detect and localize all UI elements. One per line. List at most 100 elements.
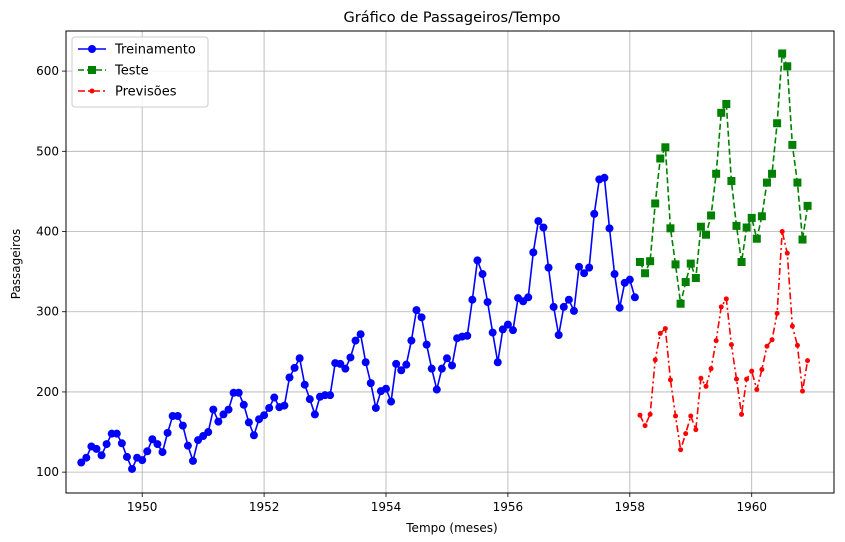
test-point bbox=[722, 99, 731, 108]
legend-item-training: Treinamento bbox=[78, 43, 196, 58]
plot-frame bbox=[65, 30, 835, 494]
training-point bbox=[102, 440, 111, 449]
training-point bbox=[158, 448, 167, 457]
training-point bbox=[478, 270, 487, 279]
training-point bbox=[351, 336, 360, 345]
training-point bbox=[143, 447, 152, 456]
training-point bbox=[600, 173, 609, 182]
forecast-point bbox=[652, 357, 658, 363]
forecast-point bbox=[693, 427, 699, 433]
training-point bbox=[417, 313, 426, 322]
training-point bbox=[493, 358, 502, 367]
training-point bbox=[128, 464, 137, 473]
forecast-line bbox=[639, 231, 809, 450]
training-point bbox=[260, 411, 269, 420]
test-point bbox=[646, 257, 655, 266]
training-point bbox=[336, 359, 345, 368]
forecast-point bbox=[723, 296, 729, 302]
training-point bbox=[488, 328, 497, 337]
training-point bbox=[341, 364, 350, 373]
forecast-point bbox=[774, 310, 780, 316]
forecast-point bbox=[647, 411, 653, 417]
training-point bbox=[442, 354, 451, 363]
test-point bbox=[696, 222, 705, 231]
test-point bbox=[676, 299, 685, 308]
training-point bbox=[153, 440, 162, 449]
training-point bbox=[249, 431, 258, 440]
training-point bbox=[188, 456, 197, 465]
forecast-point bbox=[708, 366, 714, 372]
forecast-point bbox=[739, 411, 745, 417]
test-point bbox=[671, 260, 680, 269]
test-point bbox=[778, 49, 787, 58]
training-point bbox=[234, 388, 243, 397]
test-point bbox=[727, 176, 736, 185]
y-tick-label: 500 bbox=[36, 144, 59, 158]
training-point bbox=[204, 428, 213, 437]
training-point bbox=[239, 400, 248, 409]
legend-item-forecast: Previsões bbox=[78, 85, 177, 100]
test-point bbox=[747, 213, 756, 222]
training-point bbox=[219, 410, 228, 419]
training-point bbox=[549, 302, 558, 311]
training-point bbox=[585, 263, 594, 272]
training-point bbox=[387, 397, 396, 406]
test-point bbox=[798, 235, 807, 244]
forecast-point bbox=[678, 447, 684, 453]
test-point bbox=[641, 269, 650, 278]
forecast-point bbox=[667, 377, 673, 383]
x-tick-label: 1956 bbox=[493, 500, 524, 514]
legend-swatch-marker bbox=[88, 66, 96, 74]
training-point bbox=[178, 421, 187, 430]
y-axis: 100 200 300 400 500 600 bbox=[36, 64, 66, 479]
test-point bbox=[661, 143, 670, 152]
forecast-point bbox=[749, 368, 755, 374]
training-point bbox=[183, 441, 192, 450]
y-tick-label: 600 bbox=[36, 64, 59, 78]
forecast-point bbox=[637, 412, 643, 418]
legend-swatch-marker bbox=[88, 45, 96, 53]
training-point bbox=[214, 417, 223, 426]
forecast-point bbox=[703, 383, 709, 389]
training-point bbox=[580, 269, 589, 278]
training-point bbox=[610, 270, 619, 279]
test-point bbox=[712, 169, 721, 178]
forecast-point bbox=[698, 375, 704, 381]
forecast-point bbox=[769, 337, 775, 343]
training-point bbox=[290, 363, 299, 372]
test-series bbox=[635, 49, 812, 308]
legend-swatch-marker bbox=[89, 88, 95, 94]
training-point bbox=[280, 401, 289, 410]
forecast-point bbox=[784, 250, 790, 256]
training-point bbox=[559, 302, 568, 311]
forecast-series bbox=[637, 229, 811, 453]
x-tick-label: 1950 bbox=[127, 500, 158, 514]
test-point bbox=[768, 169, 777, 178]
training-point bbox=[615, 303, 624, 312]
training-point bbox=[590, 209, 599, 218]
training-point bbox=[77, 458, 86, 467]
forecast-point bbox=[728, 342, 734, 348]
training-point bbox=[397, 366, 406, 375]
training-point bbox=[366, 379, 375, 388]
training-point bbox=[326, 391, 335, 400]
training-point bbox=[97, 451, 106, 460]
test-point bbox=[783, 62, 792, 71]
training-point bbox=[498, 325, 507, 334]
training-point bbox=[300, 380, 309, 389]
forecast-point bbox=[805, 358, 811, 364]
x-tick-label: 1958 bbox=[615, 500, 646, 514]
training-point bbox=[346, 353, 355, 362]
legend-item-test: Teste bbox=[78, 64, 149, 79]
forecast-point bbox=[688, 413, 694, 419]
test-point bbox=[737, 258, 746, 266]
test-point bbox=[635, 258, 644, 266]
forecast-point bbox=[673, 413, 679, 419]
forecast-point bbox=[662, 326, 668, 332]
training-point bbox=[305, 395, 314, 404]
y-tick-label: 200 bbox=[36, 385, 59, 399]
training-point bbox=[112, 429, 121, 438]
forecast-point bbox=[754, 387, 760, 393]
y-tick-label: 100 bbox=[36, 465, 59, 479]
